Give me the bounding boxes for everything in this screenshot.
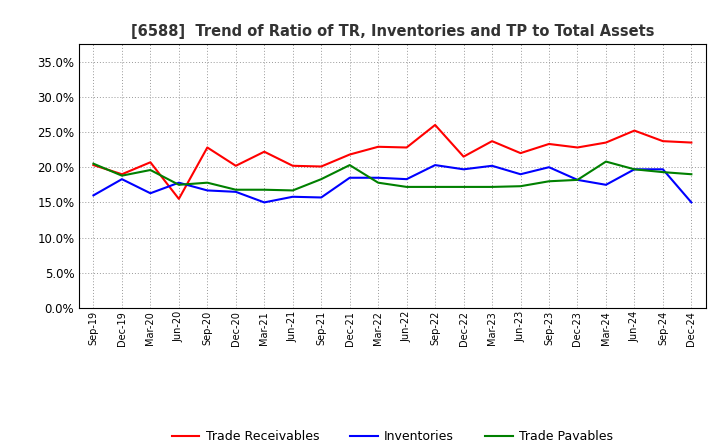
Inventories bbox=[573, 177, 582, 183]
Trade Payables bbox=[630, 167, 639, 172]
Trade Receivables bbox=[346, 152, 354, 157]
Trade Receivables bbox=[459, 154, 468, 159]
Trade Receivables bbox=[174, 196, 183, 202]
Inventories bbox=[317, 195, 325, 200]
Trade Payables bbox=[545, 179, 554, 184]
Trade Payables bbox=[174, 182, 183, 187]
Inventories bbox=[203, 188, 212, 193]
Line: Inventories: Inventories bbox=[94, 165, 691, 202]
Trade Receivables bbox=[431, 122, 439, 128]
Inventories bbox=[146, 191, 155, 196]
Trade Payables bbox=[260, 187, 269, 192]
Trade Receivables bbox=[487, 139, 496, 144]
Line: Trade Receivables: Trade Receivables bbox=[94, 125, 691, 199]
Trade Payables bbox=[659, 169, 667, 175]
Trade Receivables bbox=[203, 145, 212, 150]
Trade Receivables bbox=[402, 145, 411, 150]
Trade Receivables bbox=[374, 144, 382, 150]
Inventories bbox=[516, 172, 525, 177]
Trade Receivables bbox=[687, 140, 696, 145]
Trade Receivables bbox=[289, 163, 297, 169]
Trade Payables bbox=[232, 187, 240, 192]
Inventories bbox=[545, 165, 554, 170]
Trade Payables bbox=[431, 184, 439, 190]
Inventories bbox=[346, 175, 354, 180]
Trade Receivables bbox=[545, 141, 554, 147]
Inventories bbox=[402, 176, 411, 182]
Trade Receivables bbox=[146, 160, 155, 165]
Trade Payables bbox=[459, 184, 468, 190]
Trade Receivables bbox=[630, 128, 639, 133]
Inventories bbox=[260, 200, 269, 205]
Trade Payables bbox=[203, 180, 212, 185]
Trade Payables bbox=[117, 173, 126, 178]
Inventories bbox=[459, 167, 468, 172]
Trade Payables bbox=[402, 184, 411, 190]
Legend: Trade Receivables, Inventories, Trade Payables: Trade Receivables, Inventories, Trade Pa… bbox=[167, 425, 618, 440]
Trade Payables bbox=[516, 183, 525, 189]
Inventories bbox=[630, 167, 639, 172]
Trade Payables bbox=[374, 180, 382, 185]
Inventories bbox=[602, 182, 611, 187]
Trade Receivables bbox=[232, 163, 240, 169]
Trade Receivables bbox=[659, 139, 667, 144]
Trade Payables bbox=[317, 176, 325, 182]
Trade Payables bbox=[289, 188, 297, 193]
Trade Receivables bbox=[317, 164, 325, 169]
Trade Receivables bbox=[573, 145, 582, 150]
Trade Payables bbox=[487, 184, 496, 190]
Inventories bbox=[659, 167, 667, 172]
Inventories bbox=[431, 162, 439, 168]
Line: Trade Payables: Trade Payables bbox=[94, 161, 691, 191]
Trade Payables bbox=[89, 161, 98, 166]
Trade Payables bbox=[687, 172, 696, 177]
Trade Receivables bbox=[516, 150, 525, 156]
Inventories bbox=[174, 180, 183, 185]
Inventories bbox=[232, 189, 240, 194]
Trade Payables bbox=[146, 167, 155, 172]
Trade Receivables bbox=[117, 172, 126, 177]
Inventories bbox=[289, 194, 297, 199]
Title: [6588]  Trend of Ratio of TR, Inventories and TP to Total Assets: [6588] Trend of Ratio of TR, Inventories… bbox=[130, 24, 654, 39]
Inventories bbox=[89, 193, 98, 198]
Trade Receivables bbox=[602, 140, 611, 145]
Inventories bbox=[117, 176, 126, 182]
Inventories bbox=[687, 200, 696, 205]
Inventories bbox=[374, 175, 382, 180]
Trade Receivables bbox=[89, 162, 98, 168]
Trade Payables bbox=[602, 159, 611, 164]
Trade Payables bbox=[346, 162, 354, 168]
Trade Receivables bbox=[260, 149, 269, 154]
Trade Payables bbox=[573, 177, 582, 183]
Inventories bbox=[487, 163, 496, 169]
